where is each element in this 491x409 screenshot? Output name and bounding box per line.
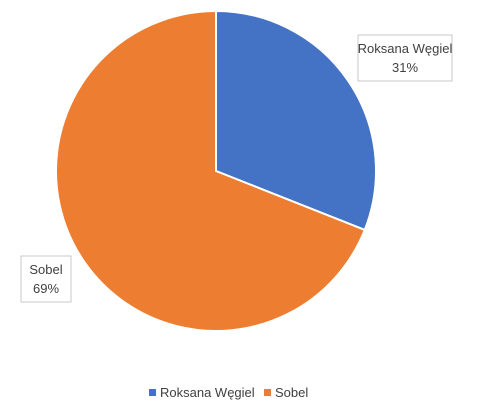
callout-roksana-box	[357, 34, 453, 82]
callout-roksana-name: Roksana Węgiel	[358, 41, 453, 56]
callout-roksana: Roksana Węgiel 31%	[357, 34, 453, 82]
legend-swatch-roksana	[149, 389, 156, 396]
legend-swatch-sobel	[264, 389, 271, 396]
callout-sobel: Sobel 69%	[20, 255, 72, 303]
callout-sobel-percent: 69%	[33, 281, 59, 296]
callout-roksana-percent: 31%	[392, 60, 418, 75]
legend-label-roksana: Roksana Węgiel	[160, 385, 255, 400]
callout-sobel-name: Sobel	[29, 262, 62, 277]
legend: Roksana Węgiel Sobel	[149, 385, 308, 400]
callout-sobel-box	[20, 255, 72, 303]
legend-label-sobel: Sobel	[275, 385, 308, 400]
pie-slice-roksana-w-giel	[215, 9, 377, 232]
pie-slice-sobel	[54, 9, 367, 332]
pie-slices	[54, 9, 377, 332]
